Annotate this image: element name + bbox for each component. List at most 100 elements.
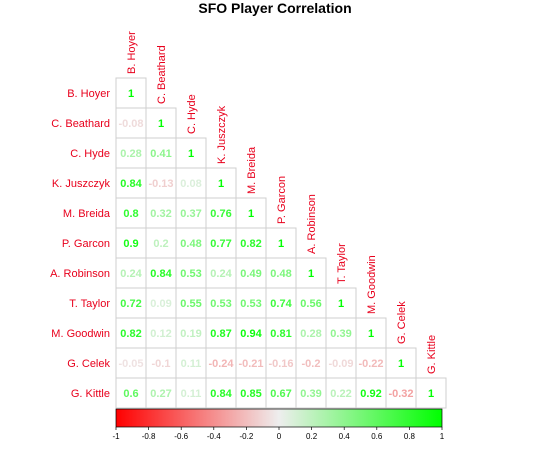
correlation-cell	[355, 347, 387, 379]
column-label: B. Hoyer	[126, 31, 138, 74]
cell-value: -0.32	[388, 388, 413, 400]
correlation-cell	[145, 197, 177, 229]
cell-value: -0.16	[268, 358, 293, 370]
column-label: T. Taylor	[336, 243, 348, 284]
cell-value: 1	[428, 388, 434, 400]
cell-value: 1	[128, 88, 134, 100]
column-label: G. Celek	[396, 301, 408, 344]
column-label: C. Hyde	[186, 94, 198, 134]
row-label: A. Robinson	[50, 268, 110, 280]
column-label: C. Beathard	[156, 45, 168, 104]
cell-value: 0.2	[153, 238, 168, 250]
row-label: G. Kittle	[71, 388, 110, 400]
cell-value: -0.21	[238, 358, 263, 370]
cell-value: 0.11	[181, 358, 202, 370]
cell-value: 0.12	[150, 328, 171, 340]
cell-value: 0.87	[210, 328, 231, 340]
cell-value: 0.8	[123, 208, 138, 220]
cell-value: 1	[218, 178, 224, 190]
cell-value: 0.85	[240, 388, 261, 400]
correlation-cell	[145, 167, 177, 199]
correlation-cell	[385, 347, 417, 379]
row-label: B. Hoyer	[67, 88, 110, 100]
cell-value: 0.41	[150, 148, 171, 160]
cell-value: 0.53	[210, 298, 231, 310]
cell-value: 0.08	[180, 178, 201, 190]
correlation-cell	[145, 347, 177, 379]
row-label: C. Beathard	[51, 118, 110, 130]
cell-value: -0.13	[148, 178, 173, 190]
cell-value: 0.49	[240, 268, 261, 280]
correlation-cell	[175, 287, 207, 319]
correlation-cell	[145, 227, 177, 259]
correlation-cell	[355, 317, 387, 349]
cell-value: 0.48	[180, 238, 201, 250]
column-label: A. Robinson	[306, 194, 318, 254]
correlation-cell	[175, 137, 207, 169]
cell-value: 1	[338, 298, 344, 310]
correlation-cell	[115, 257, 147, 289]
row-label: C. Hyde	[70, 148, 110, 160]
cell-value: 0.28	[300, 328, 321, 340]
cell-value: 0.39	[300, 388, 321, 400]
colorbar-tick-label: 0	[277, 432, 282, 441]
color-legend: -1 -0.8 -0.6 -0.4 -0.2 0 0.2 0.4 0.6 0.8 1	[112, 408, 445, 441]
correlation-cell	[115, 317, 147, 349]
correlation-cell	[235, 377, 267, 409]
cell-value: -0.24	[208, 358, 234, 370]
correlation-cell	[325, 347, 357, 379]
cell-value: 0.09	[150, 298, 171, 310]
correlation-cell	[205, 227, 237, 259]
cell-value: 0.72	[120, 298, 141, 310]
cell-value: 1	[278, 238, 284, 250]
correlation-cell	[145, 377, 177, 409]
cell-value: 0.27	[150, 388, 171, 400]
correlation-cell	[145, 257, 177, 289]
cell-value: 0.39	[330, 328, 351, 340]
row-label: T. Taylor	[69, 298, 110, 310]
cell-value: 0.84	[120, 178, 142, 190]
cell-value: 0.6	[123, 388, 138, 400]
colorbar-tick-label: 0.6	[371, 432, 383, 441]
cell-value: 1	[308, 268, 314, 280]
colorbar-tick-label: -0.4	[207, 432, 221, 441]
cell-value: 0.32	[150, 208, 171, 220]
cell-value: 0.84	[210, 388, 232, 400]
cell-value: 0.82	[240, 238, 261, 250]
colorbar-tick-label: 0.8	[404, 432, 416, 441]
row-label: G. Celek	[67, 358, 110, 370]
cell-value: 0.76	[210, 208, 231, 220]
correlation-cell	[115, 77, 147, 109]
correlation-cell	[205, 197, 237, 229]
cell-value: 0.24	[120, 268, 142, 280]
colorbar-tick-label: -0.2	[240, 432, 254, 441]
column-label: G. Kittle	[426, 335, 438, 374]
correlation-cell	[265, 377, 297, 409]
column-label: P. Garcon	[276, 176, 288, 224]
cell-value: 0.81	[270, 328, 291, 340]
correlation-cell	[115, 347, 147, 379]
colorbar-tick-label: 0.4	[339, 432, 351, 441]
cell-value: 0.84	[150, 268, 172, 280]
correlation-cells: 1 -0.08 1 0.28 0.41 1 0.84 -0.13 0.08 1 0.8 0.32 0.3…	[115, 77, 447, 409]
cell-value: -0.09	[328, 358, 353, 370]
column-label: K. Juszczyk	[216, 105, 228, 164]
cell-value: 0.53	[180, 268, 201, 280]
cell-value: 1	[368, 328, 374, 340]
cell-value: 1	[158, 118, 164, 130]
cell-value: 0.22	[330, 388, 351, 400]
row-labels: B. Hoyer C. Beathard C. Hyde K. Juszczyk M. …	[50, 88, 111, 400]
row-label: M. Breida	[63, 208, 111, 220]
colorbar-tick-label: -0.8	[142, 432, 156, 441]
cell-value: 1	[398, 358, 404, 370]
cell-value: -0.2	[302, 358, 321, 370]
cell-value: -0.22	[358, 358, 383, 370]
correlation-cell	[115, 287, 147, 319]
cell-value: -0.05	[118, 358, 143, 370]
cell-value: 0.11	[181, 388, 202, 400]
colorbar-tick-label: -1	[112, 432, 120, 441]
cell-value: 0.74	[270, 298, 292, 310]
cell-value: -0.08	[118, 118, 143, 130]
correlation-cell	[415, 377, 447, 409]
